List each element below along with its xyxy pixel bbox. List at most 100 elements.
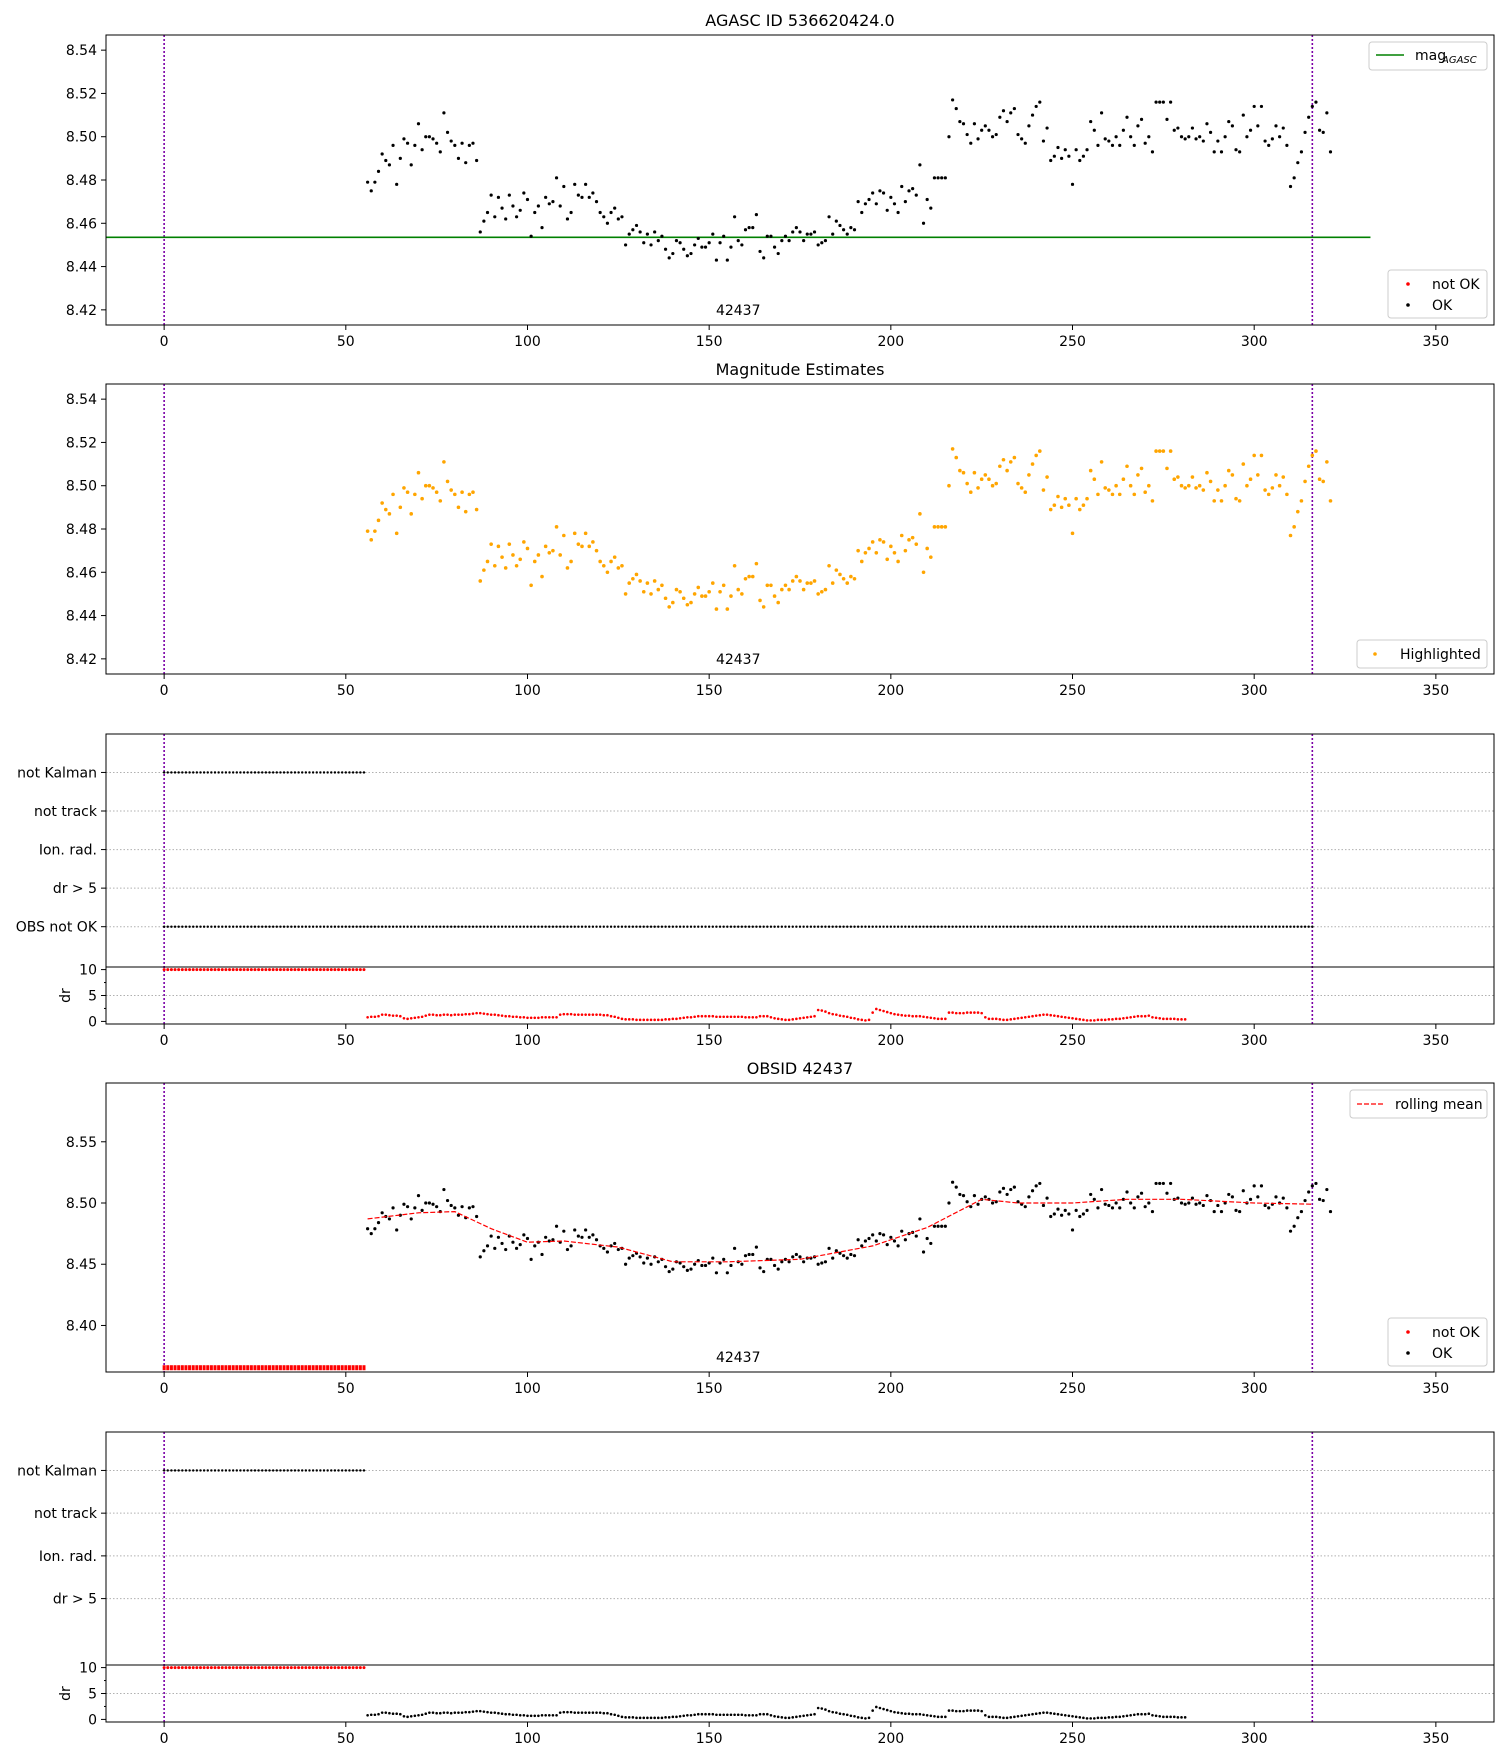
flag-marker <box>330 1469 333 1472</box>
data-point-highlighted <box>478 579 483 583</box>
legend-box <box>1368 41 1488 71</box>
dr-saturated-marker <box>326 1666 330 1670</box>
data-point-ok <box>536 204 540 208</box>
flag-marker <box>1292 925 1296 928</box>
data-point-highlighted <box>365 529 370 533</box>
data-point-ok <box>671 1267 675 1271</box>
dr-point <box>1063 1713 1067 1717</box>
flag-marker <box>173 771 177 774</box>
data-point-highlighted <box>562 533 566 538</box>
dr-point <box>765 1712 769 1716</box>
flag-marker <box>293 771 297 774</box>
data-point-ok <box>569 1244 573 1248</box>
data-point-ok <box>943 1224 947 1228</box>
flag-marker <box>911 925 914 928</box>
data-point-ok <box>373 1227 377 1231</box>
data-point-ok <box>656 238 660 243</box>
flag-marker <box>304 1469 308 1472</box>
flag-marker <box>326 1469 329 1472</box>
data-point-ok <box>1081 1212 1086 1216</box>
dr-saturated-marker <box>249 968 253 972</box>
flag-marker <box>511 925 515 928</box>
data-point-highlighted <box>867 546 871 551</box>
dr-point <box>627 1018 631 1021</box>
data-point-ok <box>972 122 977 126</box>
flag-marker <box>1274 925 1278 928</box>
dr-point <box>1053 1712 1056 1716</box>
data-point-ok <box>1321 1198 1325 1203</box>
data-point-ok <box>1023 141 1027 145</box>
data-point-ok <box>838 223 842 228</box>
flag-marker <box>333 771 337 774</box>
data-point-highlighted <box>449 488 453 492</box>
dr-point <box>591 1013 595 1016</box>
data-point-highlighted <box>823 587 828 592</box>
dr-point <box>954 1709 958 1713</box>
flag-marker <box>213 771 217 774</box>
dr-point <box>1132 1015 1136 1019</box>
data-point-highlighted <box>932 525 937 529</box>
dr-saturated-marker <box>191 1666 195 1670</box>
flag-label: not Kalman <box>17 765 97 781</box>
dr-saturated-marker <box>173 1666 177 1670</box>
dr-point <box>420 1015 424 1019</box>
flag-marker <box>755 925 758 928</box>
data-point-ok <box>1081 154 1086 158</box>
flag-marker <box>1034 925 1038 928</box>
dr-point <box>722 1713 725 1717</box>
dr-point <box>758 1014 762 1018</box>
dr-point <box>1151 1713 1154 1717</box>
data-point-ok <box>776 1267 780 1271</box>
dr-point <box>678 1715 682 1718</box>
data-point-highlighted <box>482 568 486 572</box>
data-point-highlighted <box>765 583 770 588</box>
data-point-highlighted <box>1121 477 1126 482</box>
data-point-ok <box>1241 1189 1245 1193</box>
data-point-ok <box>1045 1196 1049 1200</box>
data-point-ok <box>529 234 533 238</box>
dr-point <box>689 1015 693 1019</box>
data-point-ok <box>732 1246 737 1250</box>
data-point-highlighted <box>1056 494 1060 499</box>
data-point-highlighted <box>1176 475 1180 479</box>
data-point-ok <box>522 1233 526 1237</box>
flag-marker <box>391 925 395 928</box>
dr-point <box>660 1018 664 1022</box>
dr-point <box>929 1714 933 1718</box>
dr-point <box>798 1017 802 1020</box>
dr-point <box>1165 1715 1169 1719</box>
data-point-ok <box>1285 1206 1289 1210</box>
data-point-ok <box>980 128 984 132</box>
data-point-highlighted <box>489 542 493 546</box>
dr-point <box>831 1012 835 1016</box>
data-point-ok <box>1125 115 1129 119</box>
x-tick-label: 300 <box>1241 683 1268 699</box>
data-point-not-ok <box>260 1365 264 1371</box>
data-point-ok <box>740 1262 744 1266</box>
dr-saturated-marker <box>300 968 304 972</box>
dr-point <box>918 1014 922 1018</box>
dr-point <box>962 1011 965 1015</box>
data-point-highlighted <box>383 507 388 512</box>
dr-point <box>606 1013 609 1017</box>
dr-saturated-marker <box>246 968 250 972</box>
data-point-highlighted <box>925 546 929 551</box>
dr-point <box>664 1716 667 1719</box>
data-point-ok <box>442 1187 446 1192</box>
x-tick-label: 350 <box>1422 1731 1449 1747</box>
data-point-ok <box>936 1224 940 1228</box>
dr-point <box>471 1710 475 1713</box>
flag-marker <box>842 925 845 928</box>
data-point-ok <box>674 238 679 243</box>
data-point-ok <box>958 119 962 124</box>
dr-saturated-marker <box>235 1666 239 1670</box>
dr-point <box>395 1712 398 1716</box>
dr-point <box>1151 1015 1154 1019</box>
flag-marker <box>1187 925 1190 928</box>
flag-marker <box>184 771 188 774</box>
dr-point <box>947 1011 951 1014</box>
dr-point <box>845 1015 849 1019</box>
x-tick-label: 250 <box>1059 334 1086 350</box>
data-point-ok <box>554 1224 559 1228</box>
data-point-highlighted <box>380 501 384 505</box>
